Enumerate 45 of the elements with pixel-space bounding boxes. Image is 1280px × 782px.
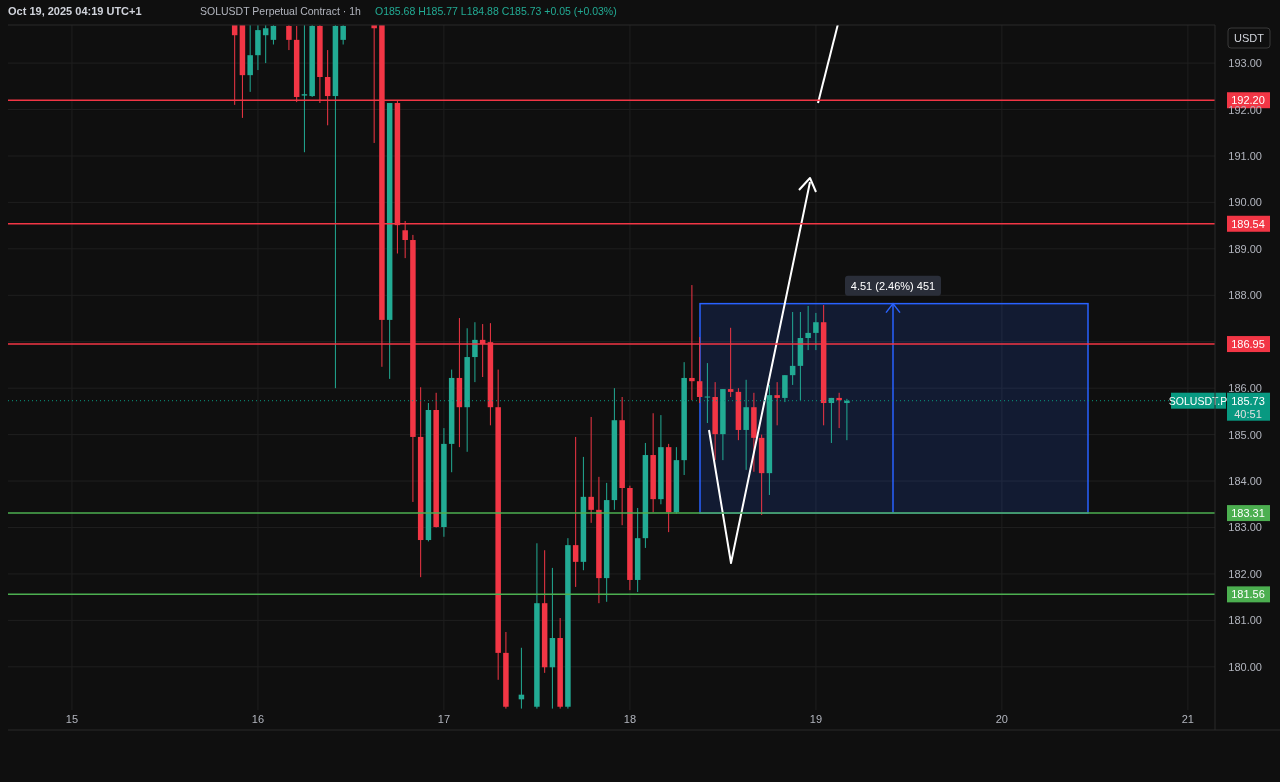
text: Oct 19, 2025 04:19 UTC+1 — [8, 5, 142, 17]
x-tick-label: 17 — [437, 713, 451, 725]
x-tick-label: 18 — [623, 713, 637, 725]
band-label: 4.51 (2.46%) 451 — [850, 279, 936, 292]
candlestick — [286, 25, 292, 51]
ref-line-label: 192.20 — [1231, 94, 1265, 107]
x-tick-label: 20 — [995, 713, 1009, 725]
y-tick-label: 180.00 — [1228, 660, 1262, 673]
y-axis-title: USDT — [1234, 32, 1265, 44]
candlestick — [813, 312, 819, 351]
x-tick-label: 15 — [65, 713, 79, 725]
y-tick-label: 181.00 — [1228, 614, 1262, 627]
y-tick-label: 193.00 — [1228, 57, 1262, 70]
candlestick — [743, 379, 749, 471]
y-tick-label: 185.00 — [1228, 428, 1262, 441]
x-tick-label: 19 — [809, 713, 823, 725]
candlestick — [588, 416, 594, 524]
y-tick-label: 189.00 — [1228, 242, 1262, 255]
candlestick — [472, 321, 478, 383]
y-tick-label: 184.00 — [1228, 475, 1262, 488]
y-tick-label: 190.00 — [1228, 196, 1262, 209]
y-tick-label: 186.00 — [1228, 382, 1262, 395]
y-tick-label: 183.00 — [1228, 521, 1262, 534]
candlestick — [572, 436, 579, 588]
candlestick — [844, 398, 850, 441]
chart-title: SOLUSDT Perpetual Contract · 1h — [200, 5, 362, 17]
x-tick-label: 21 — [1181, 713, 1194, 725]
y-tick-label: 188.00 — [1228, 289, 1262, 302]
ref-line-label: 186.95 — [1231, 338, 1265, 351]
x-tick-label: 16 — [251, 713, 265, 725]
candlestick — [247, 25, 253, 93]
ref-line-label: 185.73 — [1231, 394, 1265, 407]
ref-line-label: 183.31 — [1231, 507, 1265, 520]
chart-subtitle: O185.68 H185.77 L184.88 C185.73 +0.05 (+0.03%) — [375, 5, 617, 17]
y-tick-label: 191.00 — [1228, 149, 1262, 162]
ref-line-label: 189.54 — [1231, 217, 1265, 230]
candlestick — [262, 25, 269, 64]
candlestick — [836, 392, 842, 429]
candlestick — [301, 25, 308, 153]
ref-line-label: 181.56 — [1231, 588, 1265, 601]
candlestick — [782, 374, 788, 403]
candlestick — [774, 381, 780, 426]
text: 40:51 — [1234, 407, 1262, 420]
y-tick-label: 182.00 — [1228, 567, 1262, 580]
candlestick — [805, 305, 811, 351]
